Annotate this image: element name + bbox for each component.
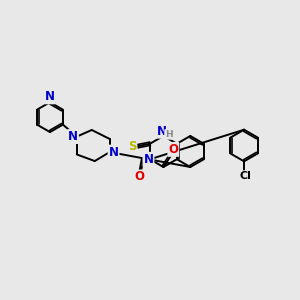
Text: S: S — [128, 140, 136, 153]
Text: O: O — [168, 143, 178, 156]
Text: N: N — [45, 90, 55, 103]
Text: N: N — [143, 153, 154, 166]
Text: Cl: Cl — [239, 171, 251, 181]
Text: N: N — [68, 130, 78, 143]
Text: O: O — [135, 170, 145, 184]
Text: N: N — [157, 125, 167, 138]
Text: N: N — [109, 146, 118, 159]
Text: H: H — [165, 130, 172, 139]
